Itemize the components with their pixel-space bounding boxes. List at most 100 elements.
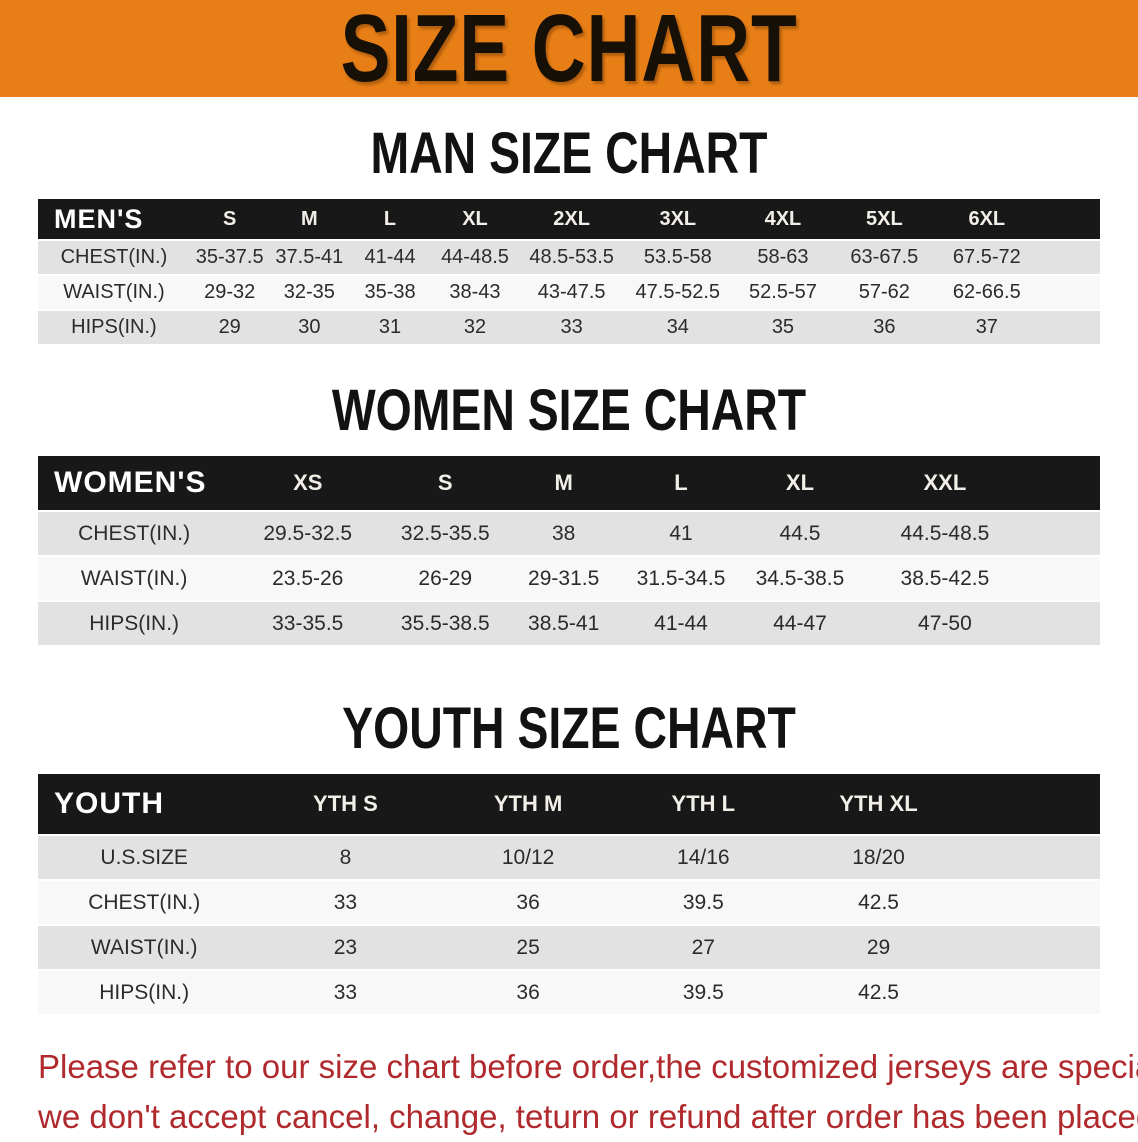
youth-size-table: YOUTH YTH S YTH M YTH L YTH XL U.S.SIZE 8 10/12… — [38, 772, 1100, 1016]
row-spacer — [1039, 241, 1100, 274]
size-value-cell: 34.5-38.5 — [739, 557, 860, 600]
size-value-cell: 39.5 — [615, 881, 791, 924]
row-label: WAIST(IN.) — [38, 926, 251, 969]
size-value-cell: 8 — [250, 836, 441, 879]
size-value-cell: 14/16 — [615, 836, 791, 879]
size-value-cell: 31 — [349, 311, 431, 344]
size-value-cell: 57-62 — [834, 276, 935, 309]
header-row: MEN'S S M L XL 2XL 3XL 4XL 5XL 6XL — [38, 199, 1100, 239]
size-column-header: YTH L — [615, 774, 791, 834]
row-spacer — [1029, 512, 1100, 555]
youth-section-heading: YOUTH SIZE CHART — [342, 696, 796, 761]
size-value-cell: 33 — [519, 311, 625, 344]
header-spacer — [966, 774, 1100, 834]
size-value-cell: 35 — [731, 311, 835, 344]
size-value-cell: 41 — [622, 512, 740, 555]
row-label: HIPS(IN.) — [38, 971, 251, 1014]
size-value-cell: 53.5-58 — [624, 241, 732, 274]
size-value-cell: 52.5-57 — [731, 276, 835, 309]
size-value-cell: 25 — [440, 926, 616, 969]
size-column-header: 6XL — [934, 199, 1040, 239]
table-row: HIPS(IN.) 33-35.5 35.5-38.5 38.5-41 41-44 44-… — [38, 602, 1100, 645]
table-row: WAIST(IN.) 23.5-26 26-29 29-31.5 31.5-34.5 34… — [38, 557, 1100, 600]
size-value-cell: 31.5-34.5 — [622, 557, 740, 600]
size-value-cell: 36 — [834, 311, 935, 344]
page-title: SIZE CHART — [340, 0, 798, 102]
size-value-cell: 43-47.5 — [519, 276, 625, 309]
size-value-cell: 67.5-72 — [934, 241, 1040, 274]
size-value-cell: 37.5-41 — [269, 241, 350, 274]
women-size-section: WOMEN SIZE CHART WOMEN'S XS S M L XL XXL CHEST(… — [0, 382, 1138, 647]
women-size-table: WOMEN'S XS S M L XL XXL CHEST(IN.) 29.5-32.5 32.5… — [38, 454, 1100, 647]
table-row: HIPS(IN.) 29 30 31 32 33 34 35 36 37 — [38, 311, 1100, 344]
row-spacer — [1039, 276, 1100, 309]
size-value-cell: 48.5-53.5 — [519, 241, 625, 274]
row-label: WAIST(IN.) — [38, 557, 231, 600]
size-value-cell: 33-35.5 — [230, 602, 386, 645]
size-value-cell: 34 — [624, 311, 732, 344]
size-column-header: L — [349, 199, 431, 239]
size-column-header: S — [189, 199, 270, 239]
row-label: HIPS(IN.) — [38, 311, 190, 344]
size-column-header: S — [385, 456, 506, 510]
size-value-cell: 41-44 — [349, 241, 431, 274]
size-column-header: YTH S — [250, 774, 441, 834]
row-spacer — [966, 836, 1100, 879]
size-value-cell: 41-44 — [622, 602, 740, 645]
size-column-header: YTH M — [440, 774, 616, 834]
size-value-cell: 36 — [440, 881, 616, 924]
size-value-cell: 10/12 — [440, 836, 616, 879]
size-column-header: 3XL — [624, 199, 732, 239]
size-column-header: XXL — [859, 456, 1030, 510]
size-column-header: M — [269, 199, 350, 239]
corner-label: WOMEN'S — [38, 456, 231, 510]
size-column-header: 4XL — [731, 199, 835, 239]
size-value-cell: 44-48.5 — [430, 241, 520, 274]
table-row: U.S.SIZE 8 10/12 14/16 18/20 — [38, 836, 1100, 879]
row-spacer — [966, 971, 1100, 1014]
size-value-cell: 36 — [440, 971, 616, 1014]
size-value-cell: 44.5-48.5 — [859, 512, 1030, 555]
size-value-cell: 35-38 — [349, 276, 431, 309]
table-row: HIPS(IN.) 33 36 39.5 42.5 — [38, 971, 1100, 1014]
size-value-cell: 29.5-32.5 — [230, 512, 386, 555]
size-value-cell: 38-43 — [430, 276, 520, 309]
corner-label: MEN'S — [38, 199, 190, 239]
size-value-cell: 47.5-52.5 — [624, 276, 732, 309]
header-row: YOUTH YTH S YTH M YTH L YTH XL — [38, 774, 1100, 834]
row-label: CHEST(IN.) — [38, 241, 190, 274]
size-column-header: YTH XL — [790, 774, 967, 834]
row-label: U.S.SIZE — [38, 836, 251, 879]
size-value-cell: 29 — [189, 311, 270, 344]
footer-note: Please refer to our size chart before or… — [0, 1042, 1138, 1142]
size-value-cell: 44.5 — [739, 512, 860, 555]
size-value-cell: 32 — [430, 311, 520, 344]
size-value-cell: 47-50 — [859, 602, 1030, 645]
size-value-cell: 35-37.5 — [189, 241, 270, 274]
size-value-cell: 42.5 — [790, 971, 967, 1014]
men-size-table: MEN'S S M L XL 2XL 3XL 4XL 5XL 6XL CHEST(IN.) 35-37… — [38, 197, 1100, 346]
size-value-cell: 42.5 — [790, 881, 967, 924]
row-label: WAIST(IN.) — [38, 276, 190, 309]
size-column-header: M — [505, 456, 623, 510]
size-value-cell: 35.5-38.5 — [385, 602, 506, 645]
size-value-cell: 62-66.5 — [934, 276, 1040, 309]
size-column-header: 2XL — [519, 199, 625, 239]
size-value-cell: 37 — [934, 311, 1040, 344]
header-row: WOMEN'S XS S M L XL XXL — [38, 456, 1100, 510]
corner-label: YOUTH — [38, 774, 251, 834]
table-row: WAIST(IN.) 29-32 32-35 35-38 38-43 43-47.5 47.… — [38, 276, 1100, 309]
size-value-cell: 29 — [790, 926, 967, 969]
table-row: CHEST(IN.) 33 36 39.5 42.5 — [38, 881, 1100, 924]
row-spacer — [1029, 557, 1100, 600]
youth-size-section: YOUTH SIZE CHART YOUTH YTH S YTH M YTH L YTH… — [0, 700, 1138, 1016]
size-value-cell: 33 — [250, 881, 441, 924]
size-value-cell: 26-29 — [385, 557, 506, 600]
size-value-cell: 44-47 — [739, 602, 860, 645]
row-label: HIPS(IN.) — [38, 602, 231, 645]
size-column-header: XS — [230, 456, 386, 510]
size-value-cell: 29-31.5 — [505, 557, 623, 600]
size-value-cell: 39.5 — [615, 971, 791, 1014]
size-value-cell: 23.5-26 — [230, 557, 386, 600]
row-label: CHEST(IN.) — [38, 881, 251, 924]
